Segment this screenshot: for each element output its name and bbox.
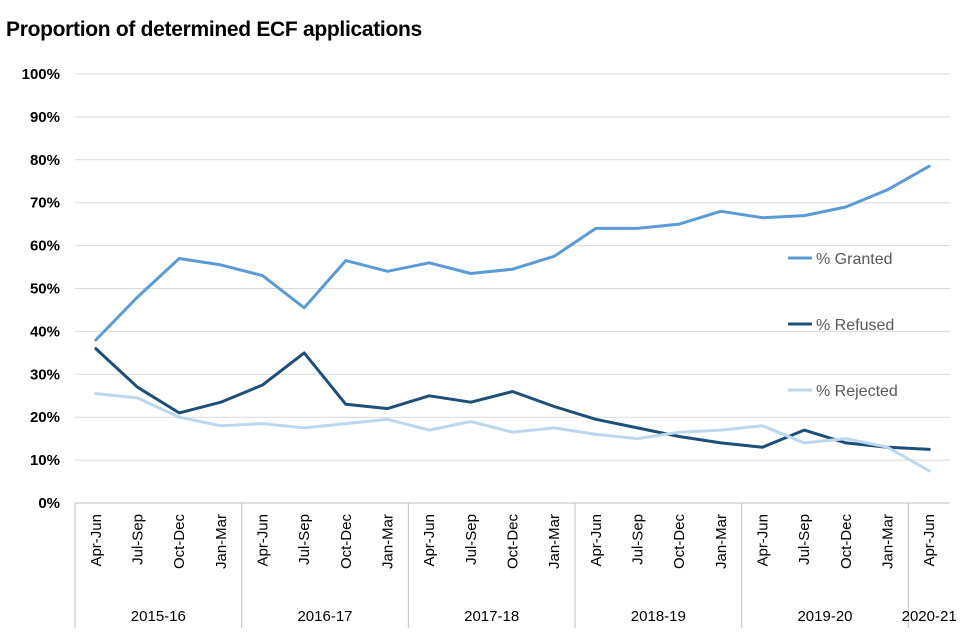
group-label: 2017-18 bbox=[464, 608, 519, 625]
y-tick-label: 60% bbox=[30, 238, 60, 255]
y-tick-label: 20% bbox=[30, 409, 60, 426]
chart-title: Proportion of determined ECF application… bbox=[6, 18, 422, 41]
series-lines bbox=[94, 164, 931, 473]
y-tick-label: 90% bbox=[30, 109, 60, 126]
x-tick-label: Apr-Jun bbox=[755, 514, 772, 567]
x-tick-label: Jan-Mar bbox=[713, 514, 730, 569]
x-tick-label: Apr-Jun bbox=[588, 514, 605, 567]
legend: % Granted % Refused % Rejected bbox=[788, 251, 898, 400]
x-tick-label: Apr-Jun bbox=[88, 514, 105, 567]
group-label: 2018-19 bbox=[631, 608, 686, 625]
x-tick-label: Apr-Jun bbox=[421, 514, 438, 567]
x-tick-label: Jan-Mar bbox=[546, 514, 563, 569]
series-line-granted bbox=[94, 164, 931, 342]
x-tick-label: Jul-Sep bbox=[463, 514, 480, 565]
y-axis-ticks: 0% 10% 20% 30% 40% 50% 60% 70% 80% 90% 100% bbox=[22, 66, 60, 512]
series-line-rejected bbox=[94, 392, 931, 473]
legend-label: % Granted bbox=[816, 251, 892, 268]
group-label: 2020-21 bbox=[902, 608, 957, 625]
x-tick-label: Oct-Dec bbox=[505, 514, 522, 570]
y-tick-label: 70% bbox=[30, 195, 60, 212]
x-tick-label: Apr-Jun bbox=[921, 514, 938, 567]
x-tick-label: Oct-Dec bbox=[671, 514, 688, 570]
y-tick-label: 10% bbox=[30, 452, 60, 469]
x-tick-label: Jan-Mar bbox=[380, 514, 397, 569]
x-tick-label: Oct-Dec bbox=[838, 514, 855, 570]
x-tick-label: Jul-Sep bbox=[296, 514, 313, 565]
x-tick-label: Oct-Dec bbox=[338, 514, 355, 570]
gridlines bbox=[75, 73, 950, 461]
y-tick-label: 0% bbox=[38, 495, 60, 512]
y-tick-label: 50% bbox=[30, 281, 60, 298]
x-tick-label: Jul-Sep bbox=[130, 514, 147, 565]
x-axis: Apr-Jun Jul-Sep Oct-Dec Jan-Mar Apr-Jun Jul-S… bbox=[74, 502, 957, 628]
x-tick-label: Jul-Sep bbox=[630, 514, 647, 565]
y-tick-label: 80% bbox=[30, 152, 60, 169]
legend-label: % Refused bbox=[816, 317, 894, 334]
x-tick-label: Jul-Sep bbox=[796, 514, 813, 565]
legend-label: % Rejected bbox=[816, 383, 898, 400]
x-tick-label: Jan-Mar bbox=[880, 514, 897, 569]
series-line-refused bbox=[94, 347, 931, 451]
x-tick-label: Oct-Dec bbox=[171, 514, 188, 570]
group-label: 2019-20 bbox=[797, 608, 852, 625]
x-tick-label: Apr-Jun bbox=[255, 514, 272, 567]
y-tick-label: 30% bbox=[30, 366, 60, 383]
y-tick-label: 40% bbox=[30, 323, 60, 340]
group-label: 2015-16 bbox=[131, 608, 186, 625]
group-label: 2016-17 bbox=[297, 608, 352, 625]
y-tick-label: 100% bbox=[22, 66, 60, 83]
x-tick-label: Jan-Mar bbox=[213, 514, 230, 569]
